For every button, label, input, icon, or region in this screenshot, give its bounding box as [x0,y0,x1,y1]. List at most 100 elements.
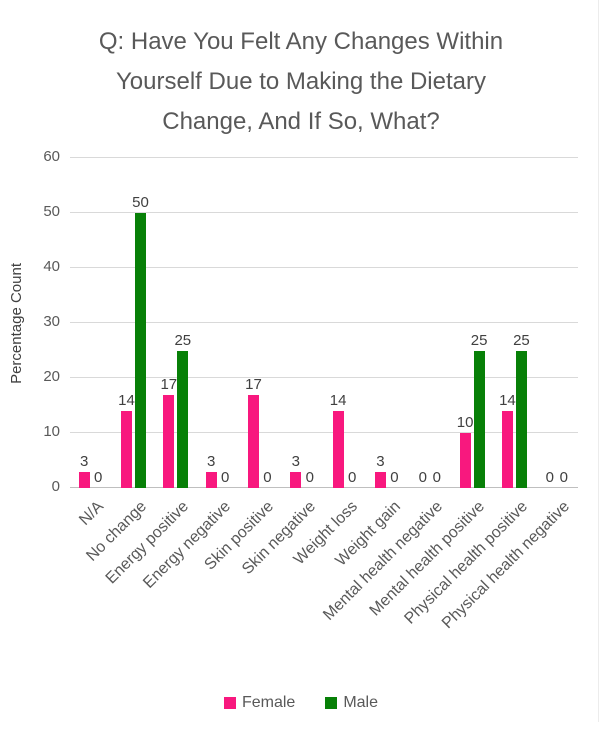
bar-column-male: 0 [220,158,231,488]
legend-swatch-female [223,697,236,709]
bar-male [177,350,189,488]
bar-column-male: 0 [558,158,569,488]
bar-column-male: 25 [470,158,488,488]
bar-value-label: 0 [93,469,103,486]
legend-label: Male [343,694,379,711]
bar-column-male: 0 [262,158,273,488]
category-group: 14 25 [493,158,535,488]
bar-male [473,350,485,488]
bar-column-female: 3 [374,158,386,488]
category-group: 17 0 [239,158,281,488]
bar-column-female: 0 [417,158,428,488]
bar-value-label: 0 [305,469,314,486]
legend-item-male: Male [325,694,378,712]
gridline [70,267,578,268]
legend-swatch-male [325,697,338,709]
y-tick-label: 0 [51,478,60,495]
bar-column-male: 0 [93,158,104,488]
bar-value-label: 25 [174,331,192,349]
y-tick-label: 10 [43,423,60,440]
bar-value-label: 50 [132,194,149,211]
bar-column-female: 17 [245,158,262,488]
y-tick-label: 20 [43,368,60,385]
bar-female [374,471,386,488]
bar-value-label: 0 [263,469,272,486]
bar-value-label: 3 [206,452,216,470]
bar-column-male: 0 [389,158,400,488]
bar-column-female: 10 [456,158,474,488]
bar-value-label: 17 [245,375,262,393]
bar-value-label: 10 [456,414,474,431]
chart-title-line-1: Q: Have You Felt Any Changes Within [98,28,504,55]
category-group: 10 25 [451,158,493,488]
chart-title-line-3: Change, And If So, What? [162,108,440,135]
bar-female [459,433,471,488]
legend: Female Male [0,694,602,712]
chart-title-line-2: Yourself Due to Making the Dietary [116,68,486,95]
bar-column-male: 50 [132,158,149,488]
category-group: 14 0 [324,158,366,488]
bar-column-female: 14 [118,158,135,488]
gridline [70,432,578,433]
category-group: 14 50 [112,158,154,488]
bar-value-label: 25 [470,331,488,349]
bar-value-label: 0 [220,469,230,486]
bar-value-label: 3 [79,452,89,470]
bar-male [134,213,146,488]
gridline [70,377,578,378]
y-tick-label: 50 [43,203,60,220]
bar-column-female: 0 [544,158,555,488]
y-tick-label: 40 [43,258,60,275]
bar-column-male: 25 [174,158,192,488]
bar-column-female: 17 [160,158,178,488]
x-axis-line [70,487,578,488]
bar-female [247,394,259,488]
bar-female [78,471,90,488]
gridline [70,157,578,158]
bar-column-male: 0 [347,158,358,488]
bar-female [205,471,217,488]
category-group: 17 25 [155,158,197,488]
bar-value-label: 17 [160,375,178,393]
bar-column-male: 0 [304,158,315,488]
y-tick-label: 30 [43,313,60,330]
gridline [70,322,578,323]
bar-female [120,411,132,488]
bar-value-label: 0 [347,469,357,486]
bar-value-label: 14 [499,392,516,409]
bar-value-label: 0 [390,469,399,486]
bar-column-female: 14 [329,158,347,488]
bar-value-label: 0 [545,469,554,486]
y-tick-label: 60 [43,148,60,165]
bar-value-label: 0 [559,469,568,486]
bar-value-label: 25 [513,331,530,349]
legend-label: Female [241,694,296,711]
bar-male [515,350,527,488]
bar-value-label: 0 [432,469,441,486]
bar-female [163,394,175,488]
bar-column-female: 3 [205,158,217,488]
bar-value-label: 14 [329,392,347,409]
bar-female [501,411,513,488]
bar-column-female: 14 [499,158,516,488]
bar-female [290,471,302,488]
chart-title: Q: Have You Felt Any Changes Within Your… [51,22,551,142]
bar-value-label: 3 [291,452,300,470]
legend-item-female: Female [223,694,296,712]
bar-female [332,411,344,488]
bar-value-label: 0 [418,469,427,486]
bar-column-female: 3 [78,158,90,488]
plot-area: 0 10 20 30 40 50 60 3 0 14 50 17 25 3 0 17 0 3 0 14 0 3 0 0 0 10 2… [43,148,578,632]
gridline [70,212,578,213]
bar-column-male: 0 [431,158,442,488]
bar-groups: 3 0 14 50 17 25 3 0 17 0 3 0 14 0 3 0 0 0 10 25 14 25 0 0 [70,158,578,488]
bar-column-female: 3 [290,158,302,488]
bar-column-male: 25 [513,158,530,488]
